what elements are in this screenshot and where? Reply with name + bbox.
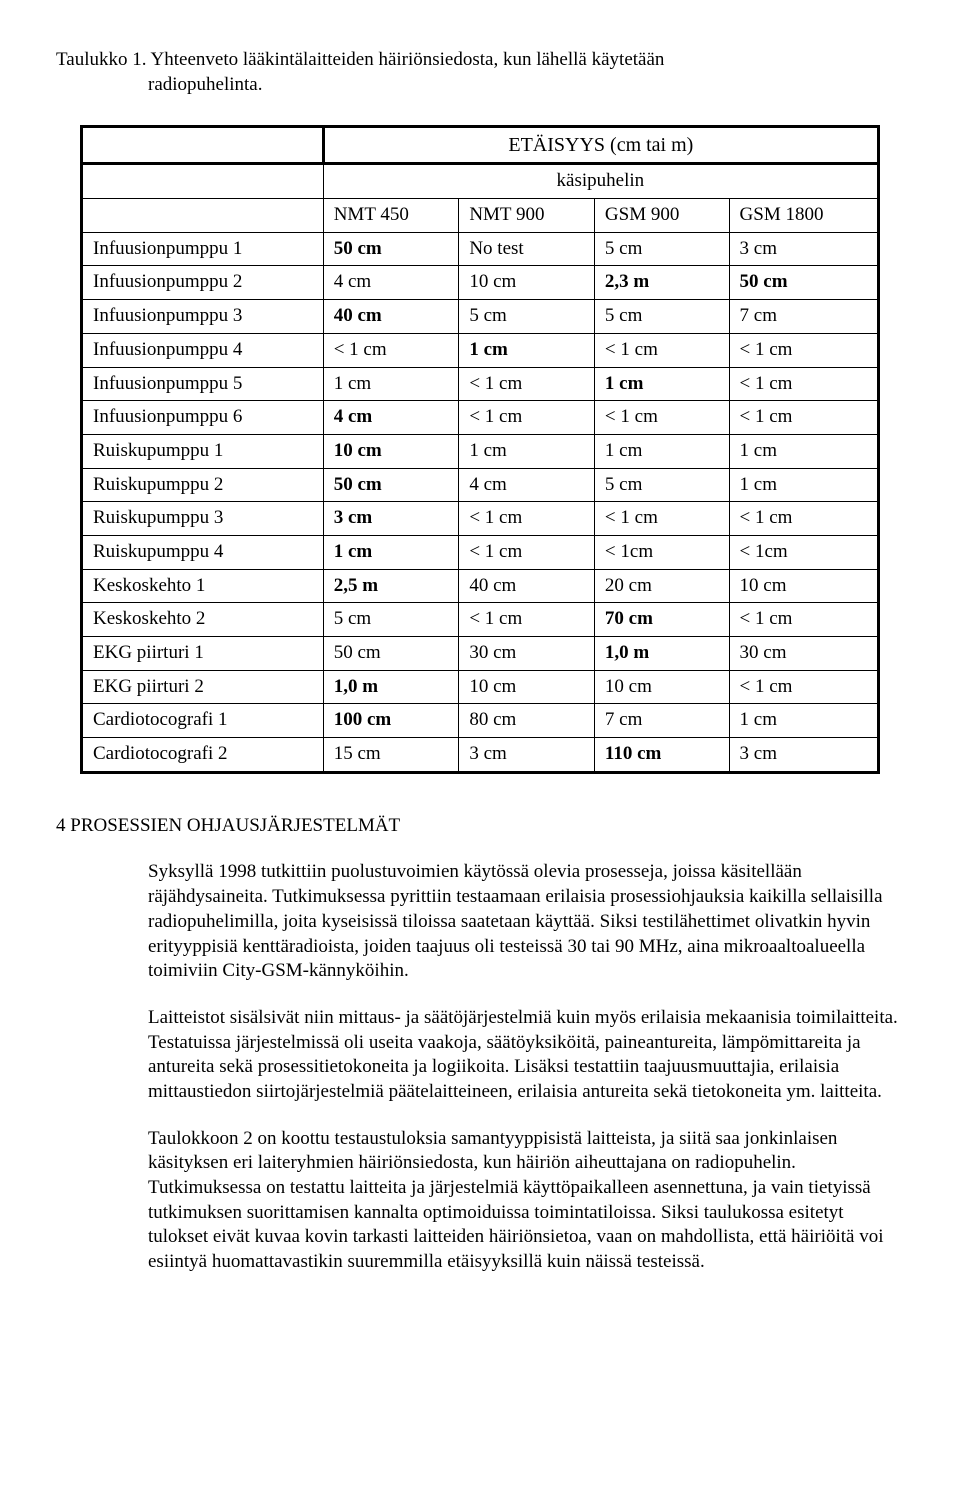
row-label: Ruiskupumppu 3 <box>82 502 324 536</box>
table-cell: 3 cm <box>459 738 595 773</box>
caption-line-2: radiopuhelinta. <box>56 73 263 98</box>
table-cell: < 1 cm <box>594 401 729 435</box>
table-cell: 100 cm <box>323 704 459 738</box>
table-cell: 1 cm <box>594 434 729 468</box>
table-cell: < 1 cm <box>459 367 595 401</box>
table-cell: 2,5 m <box>323 569 459 603</box>
table-cell: < 1 cm <box>594 333 729 367</box>
row-label: Keskoskehto 1 <box>82 569 324 603</box>
table-cell: 1 cm <box>729 704 878 738</box>
table-cell: 5 cm <box>459 300 595 334</box>
table-cell: 10 cm <box>459 266 595 300</box>
table-cell: 1 cm <box>459 434 595 468</box>
table-cell: < 1 cm <box>729 367 878 401</box>
table-cell: 4 cm <box>459 468 595 502</box>
section-heading: 4 PROSESSIEN OHJAUSJÄRJESTELMÄT <box>56 814 904 839</box>
row-label: Ruiskupumppu 2 <box>82 468 324 502</box>
table-main-header: ETÄISYYS (cm tai m) <box>323 127 878 164</box>
table-cell: 3 cm <box>729 232 878 266</box>
table-cell: < 1 cm <box>459 401 595 435</box>
table-cell: 1,0 m <box>323 670 459 704</box>
table-cell: 15 cm <box>323 738 459 773</box>
table-cell: 5 cm <box>594 300 729 334</box>
table-cell: < 1cm <box>594 535 729 569</box>
table-cell: 2,3 m <box>594 266 729 300</box>
table-cell: < 1 cm <box>729 670 878 704</box>
table-cell: < 1 cm <box>729 502 878 536</box>
table-cell: 50 cm <box>729 266 878 300</box>
table-cell: 30 cm <box>459 637 595 671</box>
table-cell: 50 cm <box>323 232 459 266</box>
table-cell: 10 cm <box>323 434 459 468</box>
table-cell: 80 cm <box>459 704 595 738</box>
caption-line-1: Taulukko 1. Yhteenveto lääkintälaitteide… <box>56 49 664 70</box>
row-label: Infuusionpumppu 3 <box>82 300 324 334</box>
row-label: Keskoskehto 2 <box>82 603 324 637</box>
table-cell: < 1 cm <box>459 502 595 536</box>
table-cell: 5 cm <box>594 232 729 266</box>
row-label: Infuusionpumppu 5 <box>82 367 324 401</box>
table-cell: 7 cm <box>729 300 878 334</box>
table-cell: 4 cm <box>323 266 459 300</box>
table-cell: 1 cm <box>594 367 729 401</box>
table-cell: 5 cm <box>594 468 729 502</box>
row-label: Cardiotocografi 2 <box>82 738 324 773</box>
row-label: Infuusionpumppu 2 <box>82 266 324 300</box>
table-cell: 5 cm <box>323 603 459 637</box>
table-cell: < 1 cm <box>729 603 878 637</box>
table-cell: < 1 cm <box>459 603 595 637</box>
table-cell: < 1 cm <box>729 401 878 435</box>
row-label: Ruiskupumppu 1 <box>82 434 324 468</box>
table-cell: < 1 cm <box>323 333 459 367</box>
table-cell: < 1 cm <box>729 333 878 367</box>
body-paragraph: Syksyllä 1998 tutkittiin puolustuvoimien… <box>148 860 904 983</box>
table-cell: 4 cm <box>323 401 459 435</box>
table-cell: 40 cm <box>459 569 595 603</box>
table-cell: 1 cm <box>323 535 459 569</box>
body-paragraph: Taulokkoon 2 on koottu testaustuloksia s… <box>148 1127 904 1275</box>
column-header: GSM 1800 <box>729 199 878 233</box>
row-label: Infuusionpumppu 1 <box>82 232 324 266</box>
column-header: NMT 450 <box>323 199 459 233</box>
column-header: NMT 900 <box>459 199 595 233</box>
table-cell: No test <box>459 232 595 266</box>
column-header: GSM 900 <box>594 199 729 233</box>
row-label: EKG piirturi 2 <box>82 670 324 704</box>
row-label: Ruiskupumppu 4 <box>82 535 324 569</box>
body-paragraph: Laitteistot sisälsivät niin mittaus- ja … <box>148 1006 904 1105</box>
table-cell: 7 cm <box>594 704 729 738</box>
interference-table: ETÄISYYS (cm tai m) käsipuhelin NMT 450N… <box>80 125 880 773</box>
table-cell: 70 cm <box>594 603 729 637</box>
row-label: Infuusionpumppu 6 <box>82 401 324 435</box>
table-cell: < 1 cm <box>594 502 729 536</box>
table-cell: 50 cm <box>323 637 459 671</box>
table-cell: 1 cm <box>323 367 459 401</box>
table-cell: 3 cm <box>729 738 878 773</box>
table-caption: Taulukko 1. Yhteenveto lääkintälaitteide… <box>56 48 904 97</box>
table-cell: 10 cm <box>729 569 878 603</box>
table-cell: < 1 cm <box>459 535 595 569</box>
table-cell: 50 cm <box>323 468 459 502</box>
table-cell: 1 cm <box>459 333 595 367</box>
table-cell: 10 cm <box>594 670 729 704</box>
table-cell: 30 cm <box>729 637 878 671</box>
row-label: EKG piirturi 1 <box>82 637 324 671</box>
table-cell: 3 cm <box>323 502 459 536</box>
table-cell: 1 cm <box>729 434 878 468</box>
table-cell: 110 cm <box>594 738 729 773</box>
row-label: Infuusionpumppu 4 <box>82 333 324 367</box>
table-cell: 40 cm <box>323 300 459 334</box>
table-cell: < 1cm <box>729 535 878 569</box>
table-cell: 1 cm <box>729 468 878 502</box>
table-cell: 1,0 m <box>594 637 729 671</box>
table-sub-header: käsipuhelin <box>323 164 878 199</box>
row-label: Cardiotocografi 1 <box>82 704 324 738</box>
table-cell: 20 cm <box>594 569 729 603</box>
table-cell: 10 cm <box>459 670 595 704</box>
